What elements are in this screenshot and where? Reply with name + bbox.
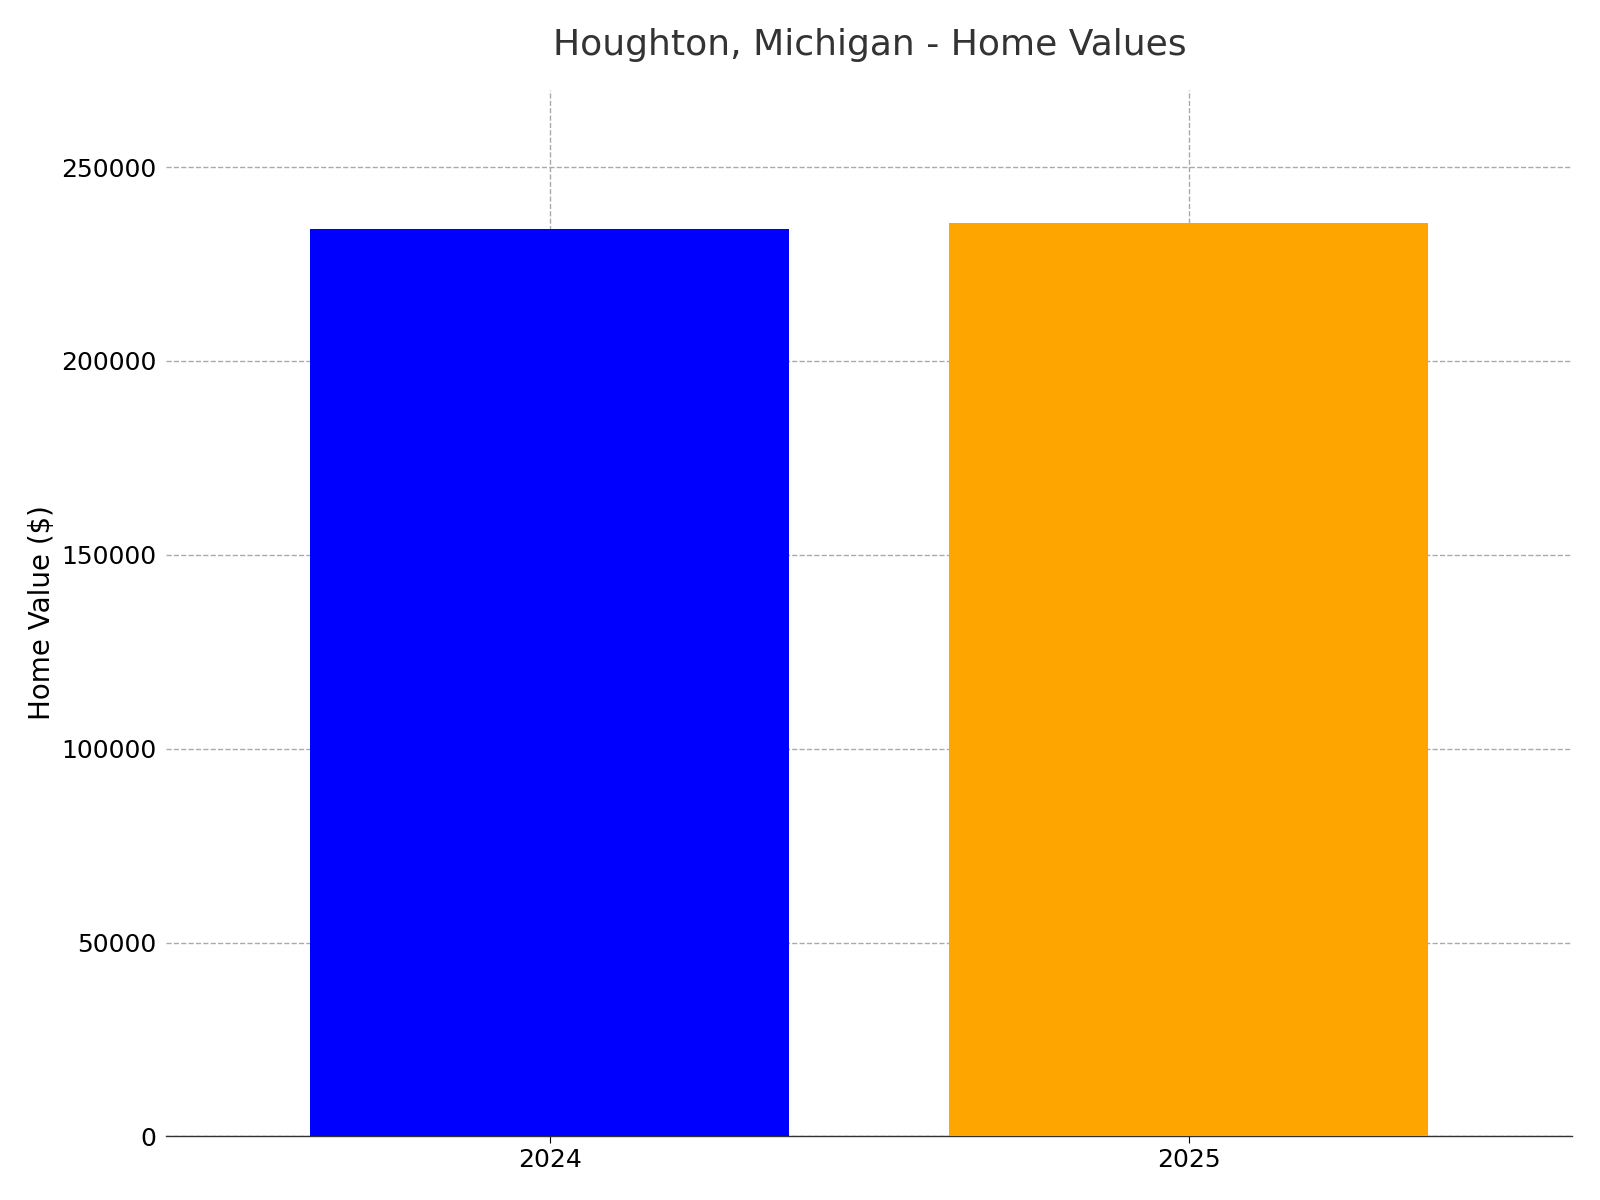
Title: Houghton, Michigan - Home Values: Houghton, Michigan - Home Values [552, 28, 1186, 61]
Bar [949, 223, 1429, 1136]
Y-axis label: Home Value ($): Home Value ($) [27, 505, 56, 720]
Bar [310, 229, 789, 1136]
